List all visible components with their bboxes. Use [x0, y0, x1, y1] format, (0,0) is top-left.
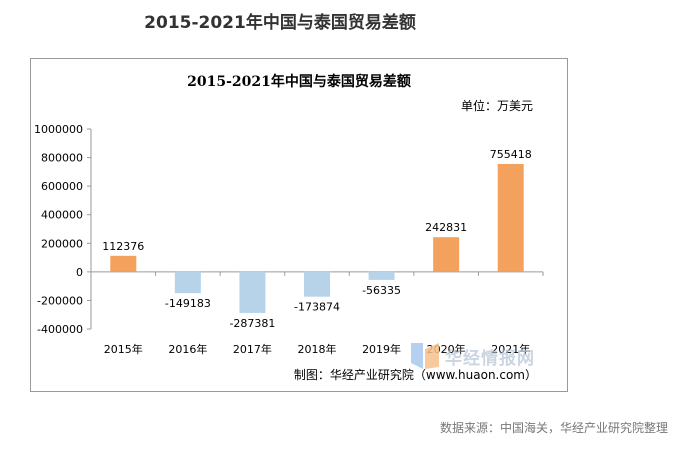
- y-tick-label: 0: [76, 266, 83, 279]
- y-tick-label: 1000000: [34, 123, 83, 136]
- bar-chart: 1000000 800000 600000 400000 200000 0 -200000 -…: [34, 123, 544, 356]
- page-title: 2015-2021年中国与泰国贸易差额: [144, 13, 416, 33]
- bar: [110, 255, 137, 272]
- x-tick-label: 2015年: [104, 342, 143, 356]
- chart-title: 2015-2021年中国与泰国贸易差额: [187, 74, 411, 90]
- y-tick-label: 400000: [41, 209, 83, 222]
- data-label: -56335: [362, 284, 401, 297]
- x-tick-label: 2018年: [298, 342, 337, 356]
- watermark: 华经情报网: [409, 341, 549, 371]
- bar: [368, 271, 395, 280]
- data-label: -287381: [229, 317, 275, 330]
- data-label: -173874: [294, 301, 340, 314]
- bar: [174, 271, 201, 294]
- data-label: -149183: [165, 297, 211, 310]
- bar: [304, 271, 330, 297]
- x-tick-label: 2021年: [491, 342, 530, 356]
- chart-frame: 2015-2021年中国与泰国贸易差额 单位：万美元 1000000 800000…: [30, 58, 568, 392]
- data-label: 755418: [490, 148, 532, 161]
- x-tick-label: 2016年: [168, 342, 207, 356]
- y-tick-label: 600000: [41, 180, 83, 193]
- bar: [497, 163, 524, 272]
- data-label: 112376: [102, 240, 144, 253]
- watermark-text: 华经情报网: [445, 349, 535, 369]
- bar: [433, 237, 460, 272]
- watermark-logo-icon: [411, 343, 439, 369]
- data-source: 数据来源：中国海关，华经产业研究院整理: [439, 421, 668, 435]
- y-tick-label: -400000: [37, 323, 83, 336]
- y-tick-label: 200000: [41, 237, 83, 250]
- y-tick-label: -200000: [37, 294, 83, 307]
- chart-credit: 制图：华经产业研究院（www.huaon.com）: [293, 368, 537, 382]
- y-tick-label: 800000: [41, 152, 83, 165]
- bar: [239, 271, 266, 313]
- x-tick-label: 2017年: [233, 342, 272, 356]
- data-label: 242831: [425, 221, 467, 234]
- x-tick-label: 2019年: [362, 342, 401, 356]
- unit-label: 单位：万美元: [460, 99, 533, 113]
